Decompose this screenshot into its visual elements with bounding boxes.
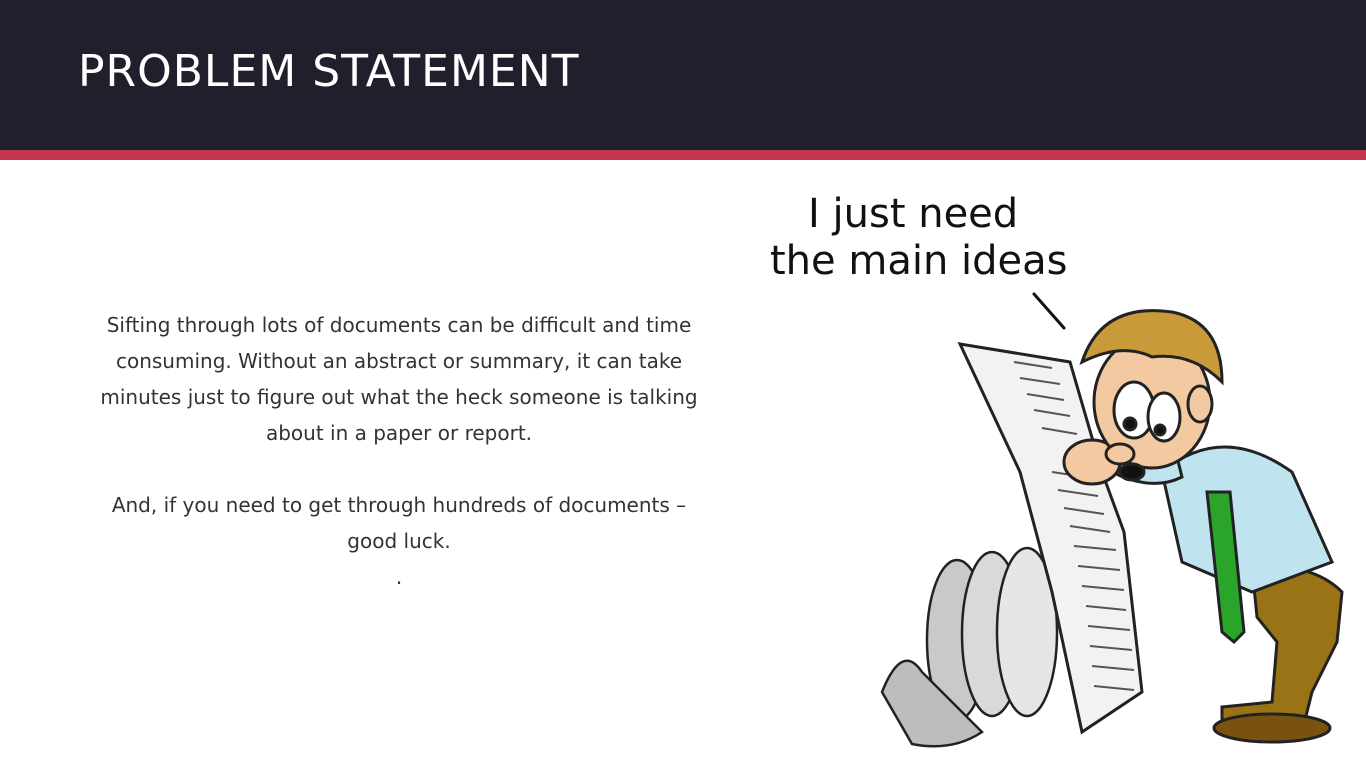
speech-line-2: the main ideas <box>770 238 1067 284</box>
cartoon-man <box>1062 309 1344 744</box>
cartoon-man-reading-scroll: I just need the main ideas <box>770 191 1344 748</box>
header-band: PROBLEM STATEMENT <box>0 0 1366 150</box>
accent-stripe <box>0 150 1366 160</box>
paragraph-gap <box>100 451 698 487</box>
paragraph-good-luck: And, if you need to get through hundreds… <box>111 493 687 553</box>
slide-title: PROBLEM STATEMENT <box>78 46 580 97</box>
paragraph-dot: . <box>395 565 403 589</box>
paper-pile <box>880 546 1059 748</box>
speech-pointer <box>1032 292 1066 330</box>
paper-scroll <box>957 342 1144 735</box>
paragraph-intro: Sifting through lots of documents can be… <box>100 313 698 445</box>
speech-line-1: I just need <box>808 191 1018 237</box>
body-text: Sifting through lots of documents can be… <box>100 307 698 595</box>
cartoon-illustration: I just need the main ideas <box>752 172 1366 762</box>
